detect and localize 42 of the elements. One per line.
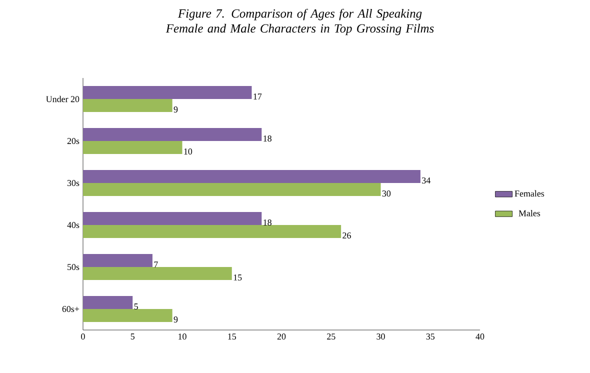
legend-label: Males [518,210,540,216]
data-label: 5 [134,304,138,310]
bar [83,99,172,112]
x-tick-label: 30 [376,334,385,340]
data-label: 9 [174,316,178,323]
bar [83,141,182,154]
y-tick-label: 40s [67,222,80,228]
data-label: 34 [422,177,430,184]
x-tick-label: 5 [130,334,135,340]
data-label: 30 [382,190,391,197]
bar [83,183,381,196]
bar [83,267,232,280]
x-tick-label: 40 [476,334,484,340]
bar [83,254,152,268]
legend-label: Females [514,190,544,197]
y-tick-label: 60s+ [62,306,80,312]
data-label: 15 [234,274,242,281]
data-label: 18 [264,135,272,142]
y-tick-label: 20s [67,138,80,144]
data-label: 10 [184,148,192,155]
x-tick-label: 0 [81,334,85,340]
x-tick-label: 20 [277,334,286,340]
bar [83,86,252,100]
data-label: 17 [254,94,262,100]
bar [83,212,262,226]
bar [83,296,133,310]
bar [83,128,262,142]
y-tick-label: Under 20 [46,96,80,102]
y-tick-label: 30s [67,180,80,186]
data-label: 18 [264,219,272,226]
x-tick-label: 35 [426,334,435,340]
x-tick-label: 10 [178,334,186,340]
y-tick-label: 50s [68,264,80,270]
bar [83,309,172,322]
data-label: 9 [174,106,178,113]
chart-title: Figure 7. Comparison of Ages for All Speaking Female and Male Characters in Top Grossing Films [166,8,434,36]
x-tick-label: 25 [327,334,336,340]
data-label: 7 [154,262,158,268]
data-label: 26 [342,232,351,239]
bar [83,170,420,184]
x-tick-label: 15 [228,334,236,340]
bar [83,225,342,238]
